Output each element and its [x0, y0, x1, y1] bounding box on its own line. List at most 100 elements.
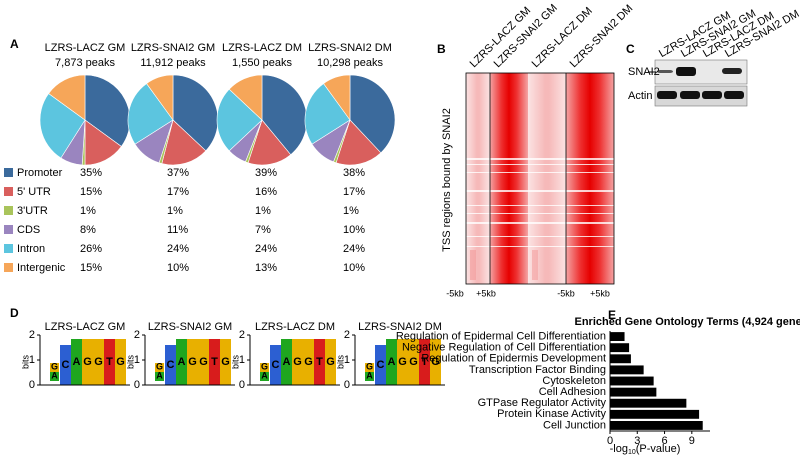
pie-slice — [39, 93, 86, 159]
heatmap-x-label: +5kb — [476, 288, 496, 298]
pie-slice — [335, 119, 382, 166]
motif-minor-letter: G — [366, 361, 373, 371]
motif-letter: T — [106, 356, 113, 368]
motif-tick-label: 1 — [239, 354, 245, 366]
motif-letter-box — [292, 339, 303, 385]
motif-letter: C — [272, 359, 280, 371]
pie-slice — [146, 74, 174, 121]
pie-title: LZRS-LACZ DM — [222, 42, 302, 54]
pie-value-label: 39% — [255, 167, 277, 179]
motif-letter-box — [93, 339, 104, 385]
bar-category-label: Cell Adhesion — [539, 386, 606, 398]
legend-swatch — [4, 168, 13, 177]
bar — [610, 421, 703, 430]
motif-minor-letter: G — [261, 361, 268, 371]
motif-letter-box — [115, 339, 126, 385]
heatmap-column — [490, 73, 528, 284]
heatmap-gap — [466, 172, 614, 173]
motif-minor-box — [365, 372, 374, 381]
pie-value-label: 11% — [167, 224, 188, 236]
motif-letter: G — [83, 356, 92, 368]
pie-slice — [216, 88, 263, 152]
blot-band — [702, 91, 722, 99]
blot-row-label: SNAI2 — [628, 66, 660, 78]
bar — [610, 332, 625, 341]
pie-value-label: 10% — [167, 262, 189, 274]
motif-y-label: bits — [230, 355, 240, 370]
bar — [610, 376, 654, 386]
motif-y-label: bits — [125, 355, 135, 370]
bar-category-label: Transcription Factor Binding — [469, 364, 606, 376]
pie-slice — [323, 74, 351, 121]
motif-letter: G — [221, 356, 230, 368]
motif-letter-box — [176, 339, 187, 385]
motif-letter: G — [304, 356, 313, 368]
heatmap-column — [566, 73, 614, 284]
motif-letter-box — [165, 345, 176, 385]
motif-letter: A — [178, 356, 186, 368]
motif-letter: A — [283, 356, 291, 368]
bar — [610, 398, 687, 408]
pie-value-label: 1% — [80, 205, 96, 217]
heatmap-border — [465, 72, 615, 285]
motif-title: LZRS-SNAI2 GM — [148, 321, 232, 333]
blot-band — [722, 68, 742, 74]
motif-letter-box — [71, 339, 82, 385]
motif-tick-label: 2 — [239, 329, 245, 341]
pie-slice — [161, 119, 207, 166]
legend-swatch — [4, 263, 13, 272]
pie-value-label: 26% — [80, 243, 102, 255]
pie-value-label: 17% — [343, 186, 365, 198]
pie-title: LZRS-SNAI2 DM — [308, 42, 392, 54]
heatmap-speckle — [470, 250, 476, 280]
motif-letter: G — [398, 356, 407, 368]
motif-letter-box — [209, 339, 220, 385]
motif-letter: A — [73, 356, 81, 368]
motif-letter-box — [281, 339, 292, 385]
pie-title: LZRS-SNAI2 GM — [131, 42, 215, 54]
pie-value-label: 24% — [343, 243, 365, 255]
motif-letter-box — [397, 339, 408, 385]
pie-slice — [304, 83, 351, 145]
blot-band — [657, 70, 673, 73]
pie-slice — [261, 74, 308, 156]
heatmap-gap — [466, 213, 614, 214]
heatmap-column — [528, 73, 566, 284]
bar — [610, 365, 644, 375]
motif-minor-letter: A — [261, 370, 268, 380]
bar-title: Enriched Gene Ontology Terms (4,924 gene… — [575, 316, 800, 328]
motif-title: LZRS-LACZ DM — [255, 321, 335, 333]
motif-letter-box — [270, 345, 281, 385]
x-tick-label: 9 — [689, 435, 695, 447]
motif-minor-letter: A — [51, 370, 58, 380]
x-tick-label: 6 — [661, 435, 667, 447]
motif-letter: C — [167, 359, 175, 371]
pie-value-label: 7% — [255, 224, 271, 236]
heatmap-x-label: -5kb — [446, 288, 464, 298]
bar-category-label: Cytoskeleton — [542, 375, 606, 387]
motif-letter: C — [377, 359, 385, 371]
pie-value-label: 10% — [343, 224, 365, 236]
motif-letter-box — [60, 345, 71, 385]
bar — [610, 343, 630, 353]
pie-slice — [84, 74, 131, 147]
heatmap-gap — [466, 222, 614, 224]
motif-minor-box — [155, 372, 164, 381]
heatmap-gap — [466, 164, 614, 165]
pie-subtitle: 11,912 peaks — [140, 57, 206, 69]
pie-value-label: 15% — [80, 186, 102, 198]
heatmap-column — [466, 73, 490, 284]
legend-label: 3'UTR — [17, 205, 48, 217]
pie-value-label: 37% — [167, 167, 189, 179]
pie-value-label: 16% — [255, 186, 277, 198]
pie-slice — [48, 74, 86, 121]
blot-band — [657, 91, 677, 99]
pie-value-label: 8% — [80, 224, 96, 236]
motif-tick-label: 2 — [134, 329, 140, 341]
motif-tick-label: 0 — [239, 379, 245, 391]
motif-letter: T — [211, 356, 218, 368]
legend-swatch — [4, 225, 13, 234]
motif-letter-box — [187, 339, 198, 385]
pie-subtitle: 7,873 peaks — [55, 57, 115, 69]
pie-title: LZRS-LACZ GM — [45, 42, 126, 54]
